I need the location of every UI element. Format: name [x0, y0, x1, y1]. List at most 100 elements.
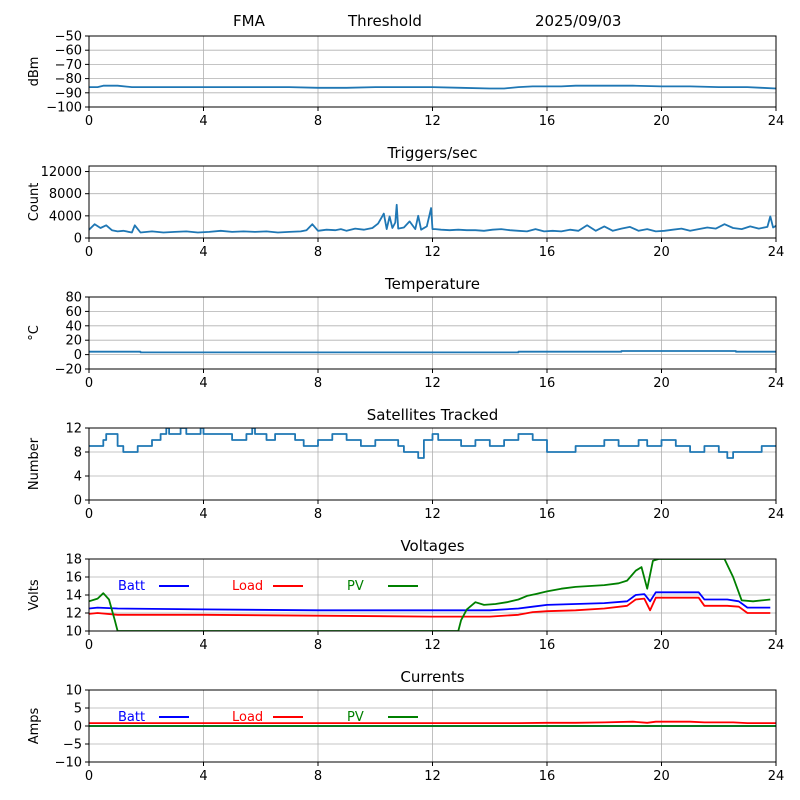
x-tick-label: 12 [424, 245, 441, 260]
y-tick-label: 4000 [49, 209, 82, 224]
y-tick-label: 4 [74, 470, 82, 485]
x-tick-label: 8 [314, 638, 322, 653]
x-tick-label: 24 [768, 638, 785, 653]
x-tick-label: 0 [85, 245, 93, 260]
y-tick-label: 40 [65, 319, 82, 334]
y-axis-label: Count [27, 183, 42, 222]
x-tick-label: 24 [768, 507, 785, 522]
y-axis-label: Number [27, 437, 42, 490]
y-tick-label: 20 [65, 334, 82, 349]
x-tick-label: 4 [199, 638, 207, 653]
x-tick-label: 4 [199, 507, 207, 522]
y-tick-label: 10 [65, 684, 82, 699]
series-line-load [89, 720, 776, 724]
x-tick-label: 24 [768, 114, 785, 129]
header-date: 2025/09/03 [535, 12, 622, 30]
y-tick-label: −10 [55, 756, 82, 771]
chart-panel-1: 0 4 8 12 16 20 24 −100−90−80−70−60−50 dBm [27, 30, 784, 130]
y-tick-label: 0 [74, 348, 82, 363]
y-tick-label: −20 [55, 363, 82, 378]
x-tick-label: 0 [85, 769, 93, 784]
x-tick-label: 16 [539, 114, 556, 129]
series-line-data [89, 203, 776, 234]
x-tick-label: 16 [539, 245, 556, 260]
series-line-data [89, 428, 776, 459]
y-tick-label: 0 [74, 494, 82, 509]
y-tick-label: 60 [65, 305, 82, 320]
chart-panel-5: 0 4 8 12 16 20 24 10 12 14 16 18 Voltages Volts Batt Lo… [27, 537, 784, 653]
x-tick-label: 0 [85, 376, 93, 391]
x-tick-label: 20 [653, 245, 670, 260]
y-tick-label: 16 [65, 571, 82, 586]
y-tick-label: 5 [74, 702, 82, 717]
x-tick-label: 12 [424, 769, 441, 784]
y-tick-label: 12 [65, 607, 82, 622]
x-tick-label: 8 [314, 376, 322, 391]
x-tick-label: 4 [199, 245, 207, 260]
y-tick-label: 8 [74, 446, 82, 461]
x-tick-label: 12 [424, 507, 441, 522]
y-tick-label: 10 [65, 625, 82, 640]
x-tick-label: 24 [768, 245, 785, 260]
y-tick-label: −90 [55, 86, 82, 101]
y-tick-label: −60 [55, 44, 82, 59]
y-tick-label: −80 [55, 72, 82, 87]
y-tick-label: 0 [74, 232, 82, 247]
legend-label-batt: Batt [118, 710, 145, 725]
chart-title: Voltages [400, 537, 464, 555]
x-tick-label: 12 [424, 638, 441, 653]
chart-title: Currents [400, 668, 464, 686]
x-tick-label: 0 [85, 114, 93, 129]
x-tick-label: 8 [314, 245, 322, 260]
x-tick-label: 16 [539, 507, 556, 522]
y-tick-label: 14 [65, 589, 82, 604]
x-tick-label: 20 [653, 769, 670, 784]
x-tick-label: 8 [314, 507, 322, 522]
y-axis-label: °C [27, 325, 42, 341]
legend-label-load: Load [232, 579, 263, 594]
y-tick-label: 18 [65, 553, 82, 568]
chart-title: Triggers/sec [387, 144, 478, 162]
x-tick-label: 20 [653, 376, 670, 391]
header-mode: Threshold [348, 12, 422, 30]
y-axis-label: dBm [27, 57, 42, 87]
x-tick-label: 0 [85, 638, 93, 653]
x-tick-label: 0 [85, 507, 93, 522]
y-tick-label: −5 [63, 738, 82, 753]
chart-panel-4: 0 4 8 12 16 20 24 0 4 8 12 Satellites Tracked Number [27, 406, 784, 522]
x-tick-label: 16 [539, 638, 556, 653]
y-tick-label: −50 [55, 30, 82, 45]
x-tick-label: 8 [314, 769, 322, 784]
series-line-data [89, 350, 776, 354]
y-tick-label: 80 [65, 291, 82, 306]
x-tick-label: 20 [653, 114, 670, 129]
y-tick-label: 0 [74, 720, 82, 735]
x-tick-label: 4 [199, 114, 207, 129]
y-tick-label: 12000 [41, 165, 82, 180]
chart-title: Temperature [384, 275, 480, 293]
header-station: FMA [233, 12, 265, 30]
y-tick-label: −100 [46, 101, 82, 116]
x-tick-label: 20 [653, 638, 670, 653]
x-tick-label: 24 [768, 376, 785, 391]
series-line-load [89, 596, 771, 618]
x-tick-label: 12 [424, 376, 441, 391]
x-tick-label: 12 [424, 114, 441, 129]
series-line-data [89, 84, 776, 90]
x-tick-label: 4 [199, 376, 207, 391]
x-tick-label: 4 [199, 769, 207, 784]
x-tick-label: 8 [314, 114, 322, 129]
x-tick-label: 24 [768, 769, 785, 784]
x-tick-label: 16 [539, 769, 556, 784]
x-tick-label: 20 [653, 507, 670, 522]
y-axis-label: Volts [27, 579, 42, 611]
series-line-pv [89, 559, 771, 631]
y-tick-label: −70 [55, 58, 82, 73]
y-axis-label: Amps [27, 707, 42, 744]
legend-label-load: Load [232, 710, 263, 725]
chart-title: Satellites Tracked [367, 406, 498, 424]
y-tick-label: 12 [65, 422, 82, 437]
